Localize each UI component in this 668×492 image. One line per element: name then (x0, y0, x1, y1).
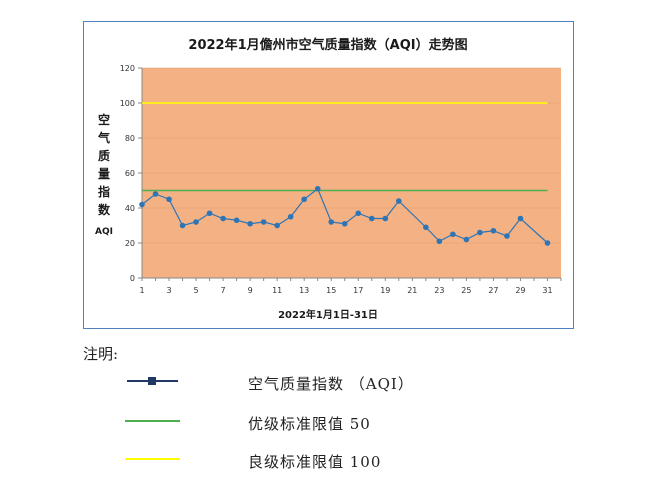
x-tick-label: 29 (515, 286, 525, 295)
aqi-data-point (287, 213, 294, 220)
aqi-data-point (328, 219, 335, 225)
y-axis-label-char: 质 (98, 148, 110, 163)
x-tick-label: 5 (194, 286, 199, 295)
aqi-data-point (301, 196, 307, 203)
y-axis-label-char: 空 (98, 112, 110, 127)
y-axis-label-char: 指 (98, 184, 110, 199)
x-tick-label: 15 (326, 286, 336, 295)
y-tick-label: 0 (130, 274, 135, 283)
aqi-line-chart: 2022年1月儋州市空气质量指数（AQI）走势图 0 20 40 60 80 100 120 1… (95, 37, 562, 321)
aqi-data-point (382, 215, 389, 222)
y-tick-label: 100 (120, 99, 135, 108)
aqi-data-point (463, 236, 470, 243)
y-tick-label: 60 (125, 169, 135, 178)
x-tick-label: 23 (434, 286, 444, 295)
x-tick-label: 17 (353, 286, 363, 295)
aqi-data-point (220, 215, 226, 222)
x-tick-label: 1 (139, 286, 144, 295)
legend-aqi-label: 空气质量指数 （AQI） (248, 375, 414, 393)
legend-yellow-line-icon (125, 458, 180, 460)
aqi-data-point (517, 215, 524, 222)
legend-good-label: 良级标准限值 100 (248, 453, 382, 471)
legend-item-excellent: 优级标准限值 50 (0, 411, 668, 441)
aqi-data-point (490, 227, 497, 234)
aqi-data-point (166, 196, 172, 203)
aqi-data-point (436, 238, 443, 245)
aqi-data-point (247, 220, 253, 227)
aqi-data-point (423, 224, 429, 231)
x-tick-label: 31 (542, 286, 552, 295)
aqi-data-point (233, 217, 240, 224)
aqi-data-point (152, 191, 159, 197)
x-tick-label: 19 (380, 286, 390, 295)
y-axis-label-char: 气 (97, 130, 110, 145)
y-axis-label-unit: AQI (95, 227, 113, 237)
aqi-data-point (544, 240, 551, 246)
aqi-data-point (341, 220, 348, 227)
aqi-data-point (193, 219, 199, 225)
y-tick-label: 120 (120, 64, 135, 73)
aqi-data-point (179, 222, 186, 229)
y-tick-label: 40 (125, 204, 135, 213)
y-axis-label-char: 量 (98, 167, 110, 181)
aqi-data-point (274, 222, 280, 229)
y-tick-label: 80 (125, 134, 135, 143)
aqi-data-point (139, 201, 145, 208)
aqi-data-point (368, 215, 375, 222)
aqi-data-point (477, 229, 483, 236)
y-tick-label: 20 (125, 239, 135, 248)
aqi-data-point (314, 185, 321, 192)
x-axis-label: 2022年1月1日-31日 (278, 308, 378, 321)
aqi-data-point (260, 219, 267, 225)
aqi-data-point (355, 210, 362, 217)
legend-item-aqi: 空气质量指数 （AQI） (0, 371, 668, 401)
x-tick-label: 3 (166, 286, 171, 295)
x-tick-label: 9 (248, 286, 253, 295)
chart-frame: 2022年1月儋州市空气质量指数（AQI）走势图 0 20 40 60 80 100 120 1… (83, 21, 574, 329)
aqi-data-point (504, 233, 510, 239)
aqi-data-point (206, 210, 213, 217)
y-axis-label-char: 数 (98, 202, 111, 217)
x-tick-label: 25 (461, 286, 471, 295)
chart-title: 2022年1月儋州市空气质量指数（AQI）走势图 (188, 37, 467, 53)
legend-green-line-icon (125, 420, 180, 422)
legend-item-good: 良级标准限值 100 (0, 449, 668, 479)
legend-excellent-label: 优级标准限值 50 (248, 415, 371, 433)
x-tick-label: 13 (299, 286, 309, 295)
x-tick-label: 21 (407, 286, 417, 295)
legend-heading: 注明: (83, 345, 119, 363)
aqi-data-point (450, 231, 456, 238)
legend-aqi-line-icon (127, 377, 178, 385)
x-tick-label: 7 (221, 286, 226, 295)
x-tick-label: 11 (272, 286, 282, 295)
x-tick-label: 27 (488, 286, 498, 295)
aqi-data-point (396, 198, 402, 204)
